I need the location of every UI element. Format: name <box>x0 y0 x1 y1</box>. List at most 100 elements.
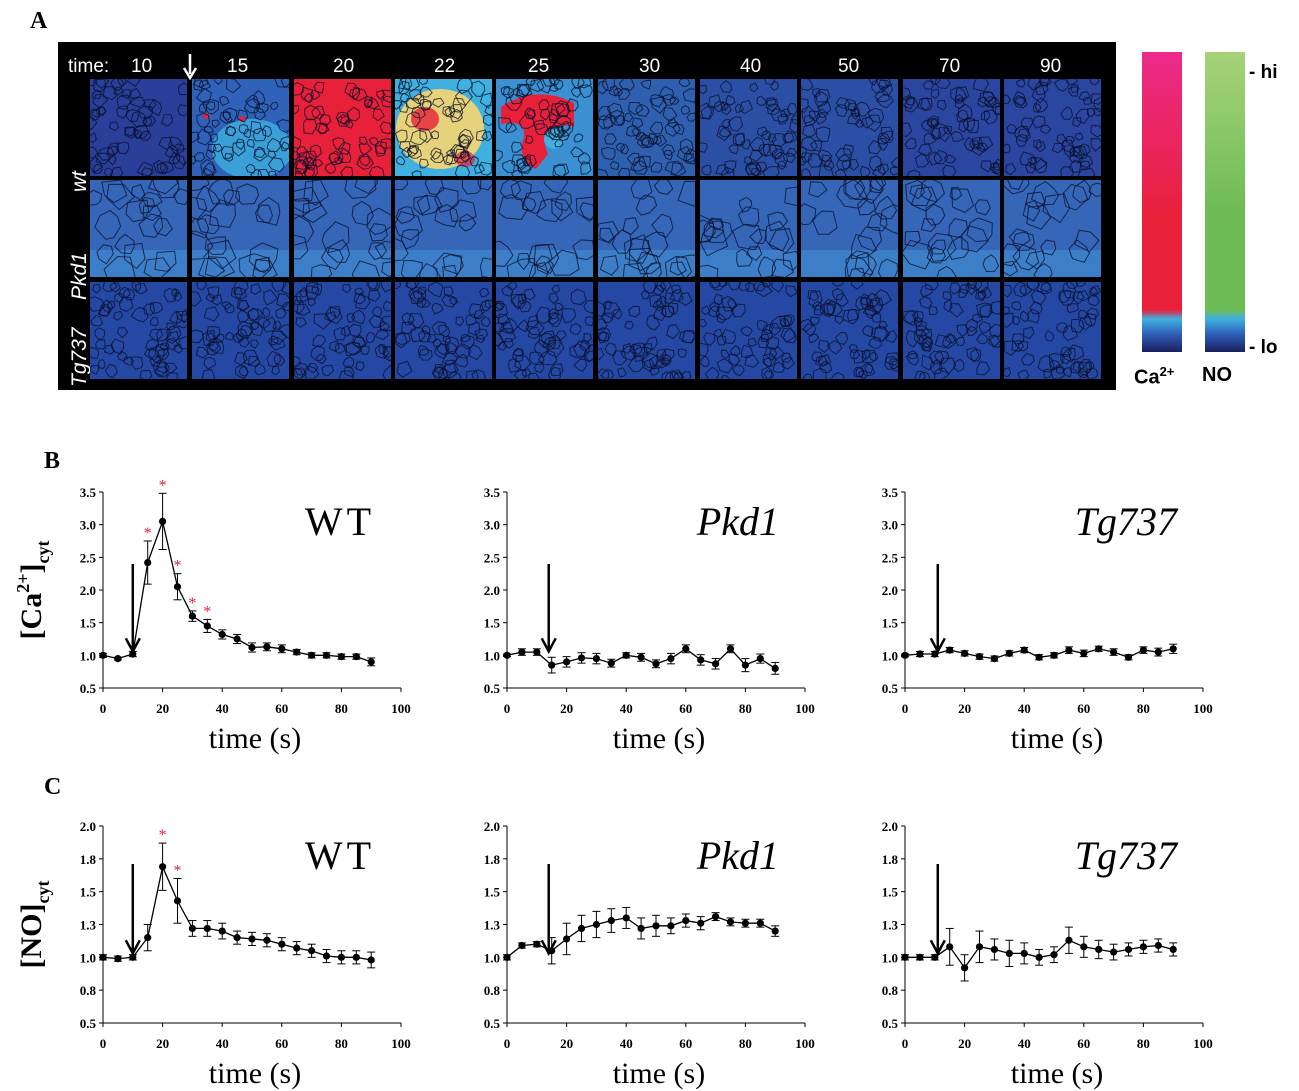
imaging-tile <box>294 79 391 176</box>
y-tick-label: 3.0 <box>484 518 500 533</box>
data-point <box>622 914 630 922</box>
y-tick-label: 1.0 <box>882 950 898 965</box>
x-tick-label: 80 <box>335 1036 348 1051</box>
time-label: 40 <box>740 56 762 77</box>
y-tick-label: 2.0 <box>484 819 500 834</box>
data-point <box>203 622 211 630</box>
y-tick-label: 1.0 <box>882 648 898 663</box>
data-point <box>712 913 720 921</box>
data-point <box>756 655 764 663</box>
y-tick-label: 0.5 <box>80 1016 97 1031</box>
x-tick-label: 40 <box>1018 1036 1031 1051</box>
data-point <box>1095 645 1103 653</box>
imaging-tile <box>294 282 391 379</box>
x-tick-label: 60 <box>275 701 288 716</box>
data-point <box>726 645 735 653</box>
y-tick-label: 1.8 <box>882 852 899 867</box>
y-tick-label: 1.5 <box>80 885 97 900</box>
stimulus-arrowhead <box>540 939 557 956</box>
significance-marker: * <box>203 603 211 620</box>
imaging-tile <box>903 282 1000 379</box>
data-point <box>129 953 137 961</box>
data-point <box>961 964 969 972</box>
data-point <box>975 943 984 951</box>
chart-B-Pkd1: 0.5 1.0 1.5 2.0 2.5 3.0 3.5 0 20 40 60 80 100 time (s… <box>484 485 815 755</box>
x-tick-label: 20 <box>560 701 573 716</box>
y-tick-label: 2.5 <box>80 550 97 565</box>
data-point <box>293 648 301 656</box>
chart-B-WT: 0.5 1.0 1.5 2.0 2.5 3.0 3.5 0 20 40 60 80 100 time (s… <box>13 477 411 755</box>
imaging-tile <box>598 180 695 277</box>
data-point <box>503 651 511 659</box>
data-point <box>99 953 107 961</box>
x-tick-label: 80 <box>335 701 348 716</box>
imaging-tile <box>598 282 695 379</box>
data-point <box>901 953 909 961</box>
panel-label-b: B <box>44 448 61 474</box>
x-tick-label: 60 <box>679 701 692 716</box>
significance-marker: * <box>144 525 152 542</box>
x-tick-label: 20 <box>156 1036 169 1051</box>
x-tick-label: 0 <box>100 701 107 716</box>
data-point <box>741 919 750 927</box>
data-point <box>961 649 969 657</box>
chart-title: Tg737 <box>1075 833 1179 878</box>
data-point <box>1020 949 1028 957</box>
data-point <box>652 922 660 930</box>
y-tick-label: 0.5 <box>484 1016 501 1031</box>
y-tick-label: 1.5 <box>882 616 899 631</box>
x-tick-label: 100 <box>391 701 411 716</box>
data-point <box>1065 646 1073 654</box>
x-tick-label: 80 <box>1137 1036 1150 1051</box>
y-tick-label: 0.5 <box>484 681 501 696</box>
data-point <box>637 924 645 933</box>
data-point <box>144 934 152 942</box>
data-point <box>771 664 779 673</box>
data-point <box>697 919 705 927</box>
y-tick-label: 3.0 <box>882 518 898 533</box>
data-point <box>946 943 954 951</box>
time-label: 10 <box>131 56 153 77</box>
imaging-tile <box>700 282 797 379</box>
data-point <box>563 658 571 666</box>
stimulus-arrowhead <box>124 939 141 956</box>
y-axis-label: [NO]cyt <box>15 881 53 969</box>
y-tick-label: 1.0 <box>80 950 96 965</box>
x-axis-label: time (s) <box>1011 722 1103 755</box>
stimulus-arrowhead <box>540 637 557 654</box>
stimulus-arrowhead <box>929 939 946 956</box>
data-point <box>173 897 182 905</box>
data-point <box>233 635 241 643</box>
imaging-tile <box>90 79 187 176</box>
x-tick-label: 100 <box>795 1036 815 1051</box>
data-point <box>1154 648 1162 656</box>
data-point <box>293 944 301 952</box>
data-point <box>1169 945 1177 954</box>
data-point <box>667 922 675 930</box>
no-color-scale <box>1205 52 1245 352</box>
y-tick-label: 1.5 <box>882 885 899 900</box>
data-point <box>99 651 107 659</box>
data-point <box>1005 949 1013 957</box>
y-tick-label: 1.8 <box>484 852 501 867</box>
time-label: 20 <box>333 56 355 77</box>
x-tick-label: 100 <box>1193 1036 1213 1051</box>
x-axis-label: time (s) <box>613 722 705 755</box>
y-tick-label: 1.0 <box>80 648 96 663</box>
data-point <box>278 645 286 653</box>
data-point <box>548 947 556 955</box>
time-label: 50 <box>838 56 860 77</box>
x-tick-label: 60 <box>679 1036 692 1051</box>
y-tick-label: 2.0 <box>882 819 898 834</box>
significance-marker: * <box>174 558 182 575</box>
imaging-tile <box>903 180 1000 277</box>
x-tick-label: 0 <box>902 701 909 716</box>
chart-C-Tg737: 0.5 0.8 1.0 1.3 1.5 1.8 2.0 0 20 40 60 80 100 time (s… <box>882 819 1213 1090</box>
x-tick-label: 100 <box>795 701 815 716</box>
x-tick-label: 0 <box>902 1036 909 1051</box>
time-label: 15 <box>227 56 249 77</box>
significance-marker: * <box>159 827 167 844</box>
imaging-tile <box>496 79 593 176</box>
data-point <box>682 916 690 925</box>
